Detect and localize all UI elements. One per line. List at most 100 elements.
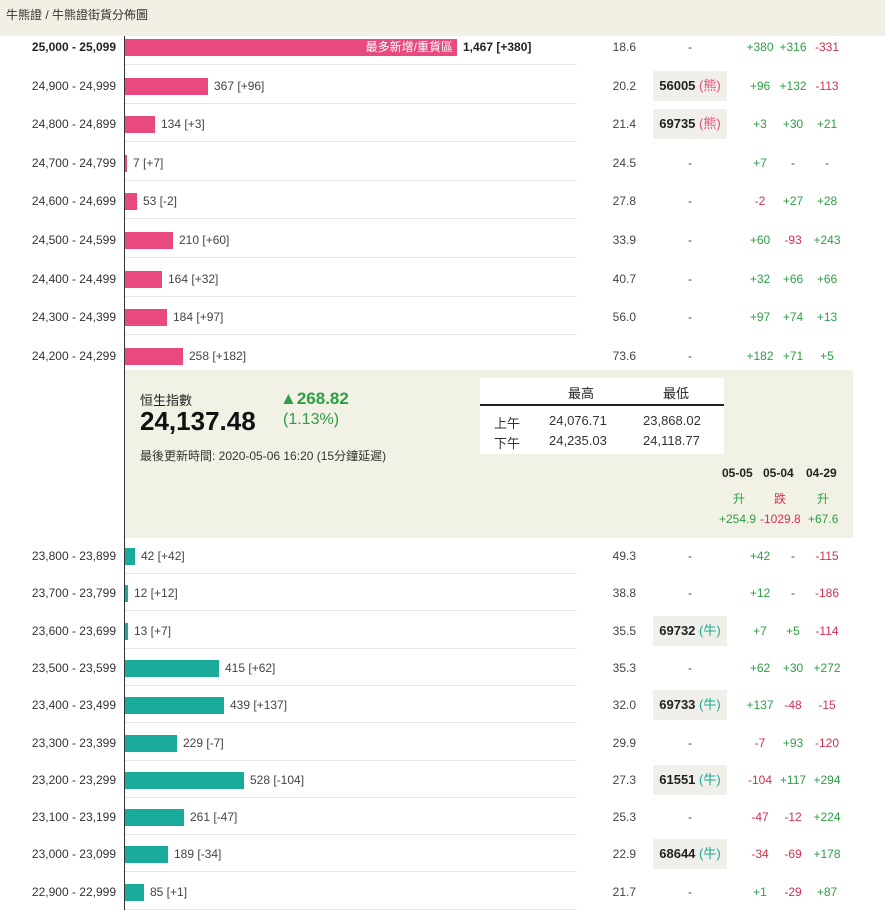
warrant-code-link[interactable]: 68644 (牛) — [653, 839, 727, 869]
warrant-code-empty: - — [688, 736, 692, 750]
bar-value-label: 12 [+12] — [134, 586, 178, 600]
high-low-table: 最高 最低 上午 24,076.71 23,868.02 下午 24,235.0… — [480, 378, 724, 454]
distance-percent: 21.7 — [612, 885, 636, 899]
strike-range: 23,000 - 23,099 — [31, 847, 116, 861]
bear-row: 24,800 - 24,899 134 [+3] 21.4 69735 (熊) +3 +3… — [0, 106, 885, 142]
distance-percent: 35.5 — [612, 624, 636, 638]
row-divider — [125, 64, 577, 65]
bull-bar[interactable] — [125, 772, 244, 789]
daily-change-c1: +7 — [753, 624, 767, 638]
daily-change-c2: +66 — [782, 272, 804, 286]
bar-value-label: 134 [+3] — [161, 117, 205, 131]
dir-0429: 升 — [817, 492, 830, 506]
bear-bar[interactable] — [125, 193, 137, 210]
pm-label: 下午 — [494, 436, 521, 451]
bear-bar[interactable] — [125, 78, 208, 95]
warrant-code-link[interactable]: 69733 (牛) — [653, 690, 727, 720]
breadcrumb-item-distribution[interactable]: 牛熊證街貨分佈圖 — [52, 8, 149, 22]
daily-change-c1: +1 — [753, 885, 767, 899]
hsi-change: ▲268.82 — [280, 389, 349, 408]
bull-bar[interactable] — [125, 585, 128, 602]
bear-bar[interactable] — [125, 309, 167, 326]
distance-percent: 25.3 — [612, 810, 636, 824]
bar-value-label: 53 [-2] — [143, 194, 178, 208]
bull-bar[interactable] — [125, 660, 219, 677]
strike-range: 23,700 - 23,799 — [31, 586, 116, 600]
bar-value-label: 439 [+137] — [230, 698, 288, 712]
bear-bar[interactable] — [125, 232, 173, 249]
bull-bar[interactable] — [125, 809, 184, 826]
daily-change-c2: +30 — [782, 117, 804, 131]
bear-row: 24,600 - 24,699 53 [-2] 27.8 - -2 +27 +28 — [0, 183, 885, 219]
bull-bar[interactable] — [125, 735, 177, 752]
chg-0505: +254.9 — [719, 512, 757, 526]
daily-change-c2: - — [791, 156, 795, 170]
am-high: 24,076.71 — [549, 413, 607, 428]
distance-percent: 27.3 — [612, 773, 636, 787]
bull-bar[interactable] — [125, 548, 135, 565]
tag-text: 牛 — [703, 697, 717, 712]
daily-change-c1: +62 — [749, 661, 771, 675]
breadcrumb-item-cbbc[interactable]: 牛熊證 — [6, 8, 43, 22]
low-header: 最低 — [663, 386, 690, 401]
row-divider — [125, 760, 577, 761]
bear-row: 24,400 - 24,499 164 [+32] 40.7 - +32 +66 +66 — [0, 261, 885, 297]
pm-low: 24,118.77 — [643, 433, 700, 448]
daily-change-c2: -12 — [784, 810, 802, 824]
warrant-code-link[interactable]: 56005 (熊) — [653, 71, 727, 101]
bear-bar[interactable] — [125, 116, 155, 133]
bear-bar[interactable] — [125, 155, 127, 172]
daily-change-c1: +380 — [746, 40, 774, 54]
bar-annotation: 最多新增/重貨區 — [365, 40, 453, 54]
daily-change-c2: +132 — [779, 79, 807, 93]
distance-percent: 29.9 — [612, 736, 636, 750]
strike-range: 23,100 - 23,199 — [31, 810, 116, 824]
bull-bar[interactable] — [125, 884, 144, 901]
daily-change-c1: +7 — [753, 156, 767, 170]
strike-range: 25,000 - 25,099 — [31, 40, 116, 54]
daily-change-c1: -34 — [751, 847, 769, 861]
bull-bar[interactable] — [125, 846, 168, 863]
bear-bar[interactable] — [125, 39, 457, 56]
daily-change-c3: -331 — [814, 40, 840, 54]
hsi-name: 恒生指數 — [140, 393, 193, 408]
bull-row: 22,900 - 22,999 85 [+1] 21.7 - +1 -29 +87 — [0, 874, 885, 910]
warrant-code-link[interactable]: 69735 (熊) — [653, 109, 727, 139]
am-low: 23,868.02 — [643, 413, 701, 428]
warrant-code-cell: 61551 (牛) — [648, 762, 732, 798]
row-divider — [125, 180, 577, 181]
daily-change-c2: - — [791, 586, 795, 600]
daily-change-c2: +93 — [782, 736, 804, 750]
distance-percent: 35.3 — [612, 661, 636, 675]
bull-bar[interactable] — [125, 623, 128, 640]
daily-change-c3: +28 — [816, 194, 838, 208]
warrant-code-cell: 56005 (熊) — [648, 68, 732, 104]
bear-row: 24,300 - 24,399 184 [+97] 56.0 - +97 +74 +13 — [0, 299, 885, 335]
dir-0505: 升 — [733, 492, 746, 506]
bar-value-label: 229 [-7] — [183, 736, 224, 750]
bull-bar[interactable] — [125, 697, 224, 714]
daily-change-c3: -120 — [814, 736, 840, 750]
daily-change-c1: +12 — [749, 586, 771, 600]
daily-change-c2: +71 — [782, 349, 804, 363]
daily-change-c1: +96 — [749, 79, 771, 93]
warrant-code-empty: - — [688, 156, 692, 170]
bear-row: 24,200 - 24,299 258 [+182] 73.6 - +182 +71 +5 — [0, 338, 885, 374]
strike-range: 24,800 - 24,899 — [31, 117, 116, 131]
bear-bar[interactable] — [125, 348, 183, 365]
warrant-code-link[interactable]: 69732 (牛) — [653, 616, 727, 646]
last-updated: 最後更新時間: 2020-05-06 16:20 (15分鐘延遲) — [140, 449, 387, 463]
strike-range: 23,500 - 23,599 — [31, 661, 116, 675]
bear-bar[interactable] — [125, 271, 162, 288]
warrant-code-link[interactable]: 61551 (牛) — [653, 765, 727, 795]
bull-row: 23,500 - 23,599 415 [+62] 35.3 - +62 +30 +272 — [0, 650, 885, 686]
breadcrumb: 牛熊證 / 牛熊證街貨分佈圖 — [0, 0, 885, 36]
daily-change-c3: +5 — [820, 349, 834, 363]
warrant-code-cell: - — [648, 183, 732, 219]
distance-percent: 22.9 — [612, 847, 636, 861]
daily-change-c1: +42 — [749, 549, 771, 563]
row-divider — [125, 648, 577, 649]
daily-change-c2: +27 — [782, 194, 804, 208]
warrant-code: 69732 — [659, 623, 696, 638]
bull-row: 23,200 - 23,299 528 [-104] 27.3 61551 (牛) -1… — [0, 762, 885, 798]
